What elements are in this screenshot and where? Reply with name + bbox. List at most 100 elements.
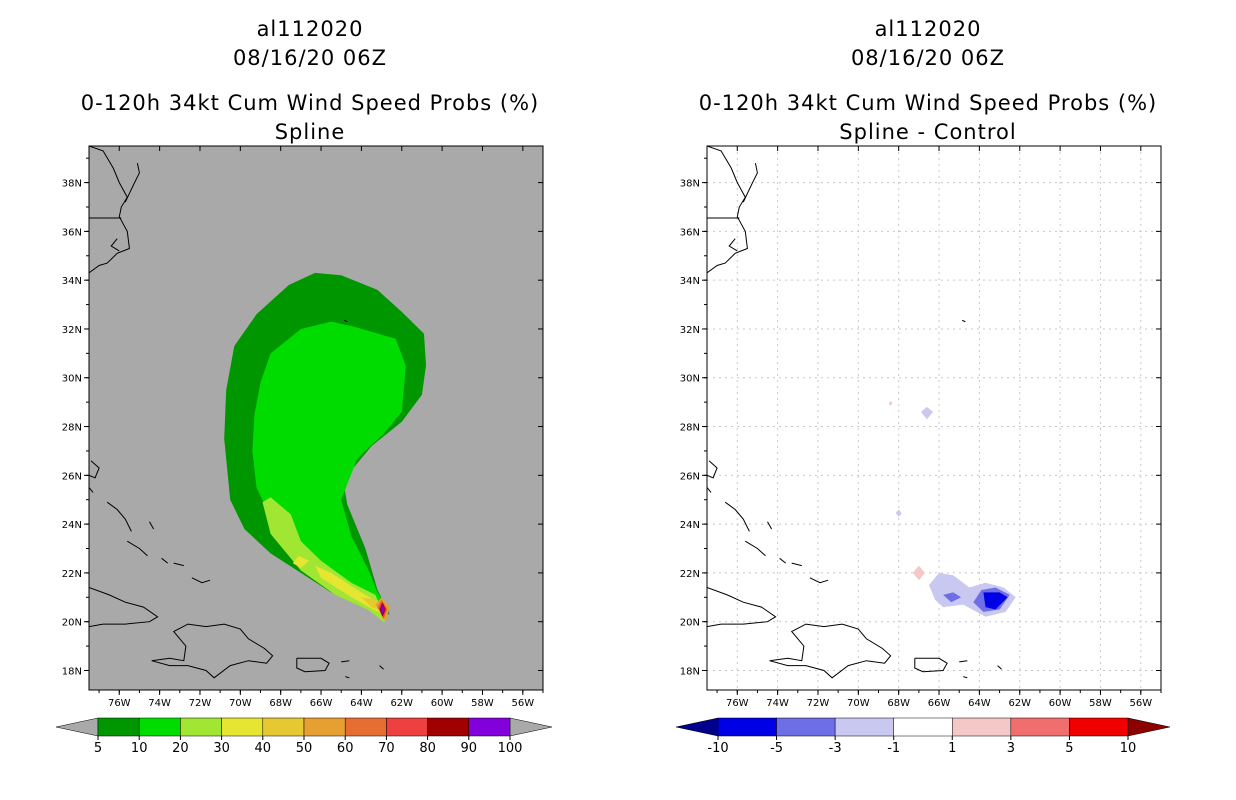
left-colorbar-label: 50 bbox=[296, 741, 313, 756]
right-colorbar-label: 1 bbox=[948, 741, 956, 756]
right-coastline-17 bbox=[1021, 689, 1023, 690]
left-map-frame bbox=[88, 145, 544, 691]
right-colorbar-swatch bbox=[776, 717, 836, 737]
right-xtick-label: 68W bbox=[887, 698, 910, 709]
left-product-title: 0-120h 34kt Cum Wind Speed Probs (%) bbox=[80, 91, 540, 115]
left-colorbar-swatch bbox=[427, 717, 470, 737]
right-contour-2 bbox=[943, 592, 962, 603]
right-colorbar-swatch bbox=[1010, 717, 1070, 737]
left-contour-4 bbox=[292, 555, 309, 568]
left-coastline-14 bbox=[341, 660, 350, 663]
right-datetime: 08/16/20 06Z bbox=[850, 46, 1006, 70]
right-coastline-14 bbox=[959, 660, 968, 663]
right-ytick-label: 28N bbox=[680, 423, 700, 434]
right-colorbar-label: -5 bbox=[770, 741, 783, 756]
right-coastline-11 bbox=[707, 587, 777, 628]
left-colorbar-label: 70 bbox=[378, 741, 395, 756]
left-xtick-label: 74W bbox=[148, 698, 171, 709]
left-ytick-label: 22N bbox=[62, 569, 82, 580]
right-coastline-9 bbox=[791, 562, 802, 567]
left-coastline-6 bbox=[149, 521, 155, 530]
left-coastline-7 bbox=[127, 540, 148, 557]
right-ytick-label: 26N bbox=[680, 471, 700, 482]
left-coastline-15 bbox=[345, 676, 350, 679]
right-ytick-label: 38N bbox=[680, 179, 700, 190]
right-xtick-label: 58W bbox=[1089, 698, 1112, 709]
left-coastline-10 bbox=[191, 577, 211, 584]
right-coastline-7 bbox=[745, 540, 766, 557]
right-coastline-1 bbox=[742, 162, 758, 203]
left-panel-title: Spline bbox=[274, 120, 346, 144]
right-panel-title: Spline - Control bbox=[839, 120, 1017, 144]
right-colorbar-swatch bbox=[834, 717, 894, 737]
right-coastline-2 bbox=[728, 238, 738, 252]
left-colorbar-label: 30 bbox=[213, 741, 230, 756]
left-colorbar-swatch bbox=[344, 717, 387, 737]
right-xtick-label: 64W bbox=[968, 698, 991, 709]
right-xtick-label: 60W bbox=[1049, 698, 1072, 709]
left-contour-10 bbox=[380, 604, 385, 615]
left-colorbar-swatch bbox=[386, 717, 428, 737]
right-coastline-8 bbox=[779, 557, 787, 564]
right-contour-5 bbox=[895, 509, 902, 517]
left-coastline-12 bbox=[151, 623, 274, 679]
left-colorbar-label: 10 bbox=[131, 741, 148, 756]
right-colorbar-end-left bbox=[675, 717, 719, 737]
left-ytick-label: 34N bbox=[62, 276, 82, 287]
left-colorbar-label: 80 bbox=[419, 741, 436, 756]
left-coastline-1 bbox=[124, 162, 140, 203]
left-xtick-label: 56W bbox=[512, 698, 535, 709]
right-contour-4 bbox=[920, 407, 933, 420]
left-coastline-17 bbox=[403, 689, 405, 690]
right-coastline-6 bbox=[767, 521, 773, 530]
right-colorbar-label: -10 bbox=[707, 741, 728, 756]
left-coastline-9 bbox=[173, 562, 184, 567]
right-coastline-16 bbox=[997, 665, 1002, 670]
right-coastline-18 bbox=[962, 319, 966, 323]
left-ytick-label: 26N bbox=[62, 471, 82, 482]
left-coastline-5 bbox=[106, 501, 132, 532]
left-colorbar-swatch bbox=[303, 717, 346, 737]
right-coastline-12 bbox=[769, 623, 892, 679]
right-contour-7 bbox=[888, 400, 893, 406]
right-ytick-label: 24N bbox=[680, 520, 700, 531]
left-coastline-3 bbox=[89, 460, 100, 479]
right-map-layer bbox=[707, 146, 1161, 690]
right-map-background bbox=[707, 146, 1161, 690]
left-xtick-label: 72W bbox=[189, 698, 212, 709]
right-coastline-0 bbox=[707, 146, 748, 274]
left-coastline-0 bbox=[89, 146, 130, 274]
left-xtick-label: 60W bbox=[431, 698, 454, 709]
right-map-frame bbox=[706, 145, 1162, 691]
right-ytick-label: 30N bbox=[680, 374, 700, 385]
left-coastline-2 bbox=[110, 238, 120, 252]
right-coastline-15 bbox=[963, 676, 968, 679]
right-xtick-label: 74W bbox=[766, 698, 789, 709]
left-ytick-label: 36N bbox=[62, 227, 82, 238]
right-coastline-4 bbox=[707, 487, 712, 493]
left-colorbar-swatch bbox=[221, 717, 264, 737]
right-ytick-label: 34N bbox=[680, 276, 700, 287]
left-xtick-label: 76W bbox=[108, 698, 131, 709]
left-storm-id: al112020 bbox=[256, 17, 364, 41]
left-colorbar-label: 100 bbox=[498, 741, 523, 756]
left-colorbar-label: 5 bbox=[94, 741, 102, 756]
right-colorbar-end-right bbox=[1127, 717, 1171, 737]
right-storm-id: al112020 bbox=[874, 17, 982, 41]
left-colorbar-end-right bbox=[509, 717, 553, 737]
left-coastline-8 bbox=[161, 557, 169, 564]
right-xtick-label: 62W bbox=[1008, 698, 1031, 709]
right-ytick-label: 22N bbox=[680, 569, 700, 580]
left-datetime: 08/16/20 06Z bbox=[232, 46, 388, 70]
left-xtick-label: 66W bbox=[310, 698, 333, 709]
right-colorbar-label: 5 bbox=[1065, 741, 1073, 756]
left-coastline-11 bbox=[89, 587, 159, 628]
left-xtick-label: 62W bbox=[390, 698, 413, 709]
left-colorbar-swatch bbox=[262, 717, 305, 737]
right-colorbar-label: 10 bbox=[1120, 741, 1137, 756]
right-coastline-13 bbox=[914, 657, 948, 673]
right-colorbar-swatch bbox=[1069, 717, 1129, 737]
right-xtick-label: 72W bbox=[807, 698, 830, 709]
right-coastline-10 bbox=[809, 577, 829, 584]
